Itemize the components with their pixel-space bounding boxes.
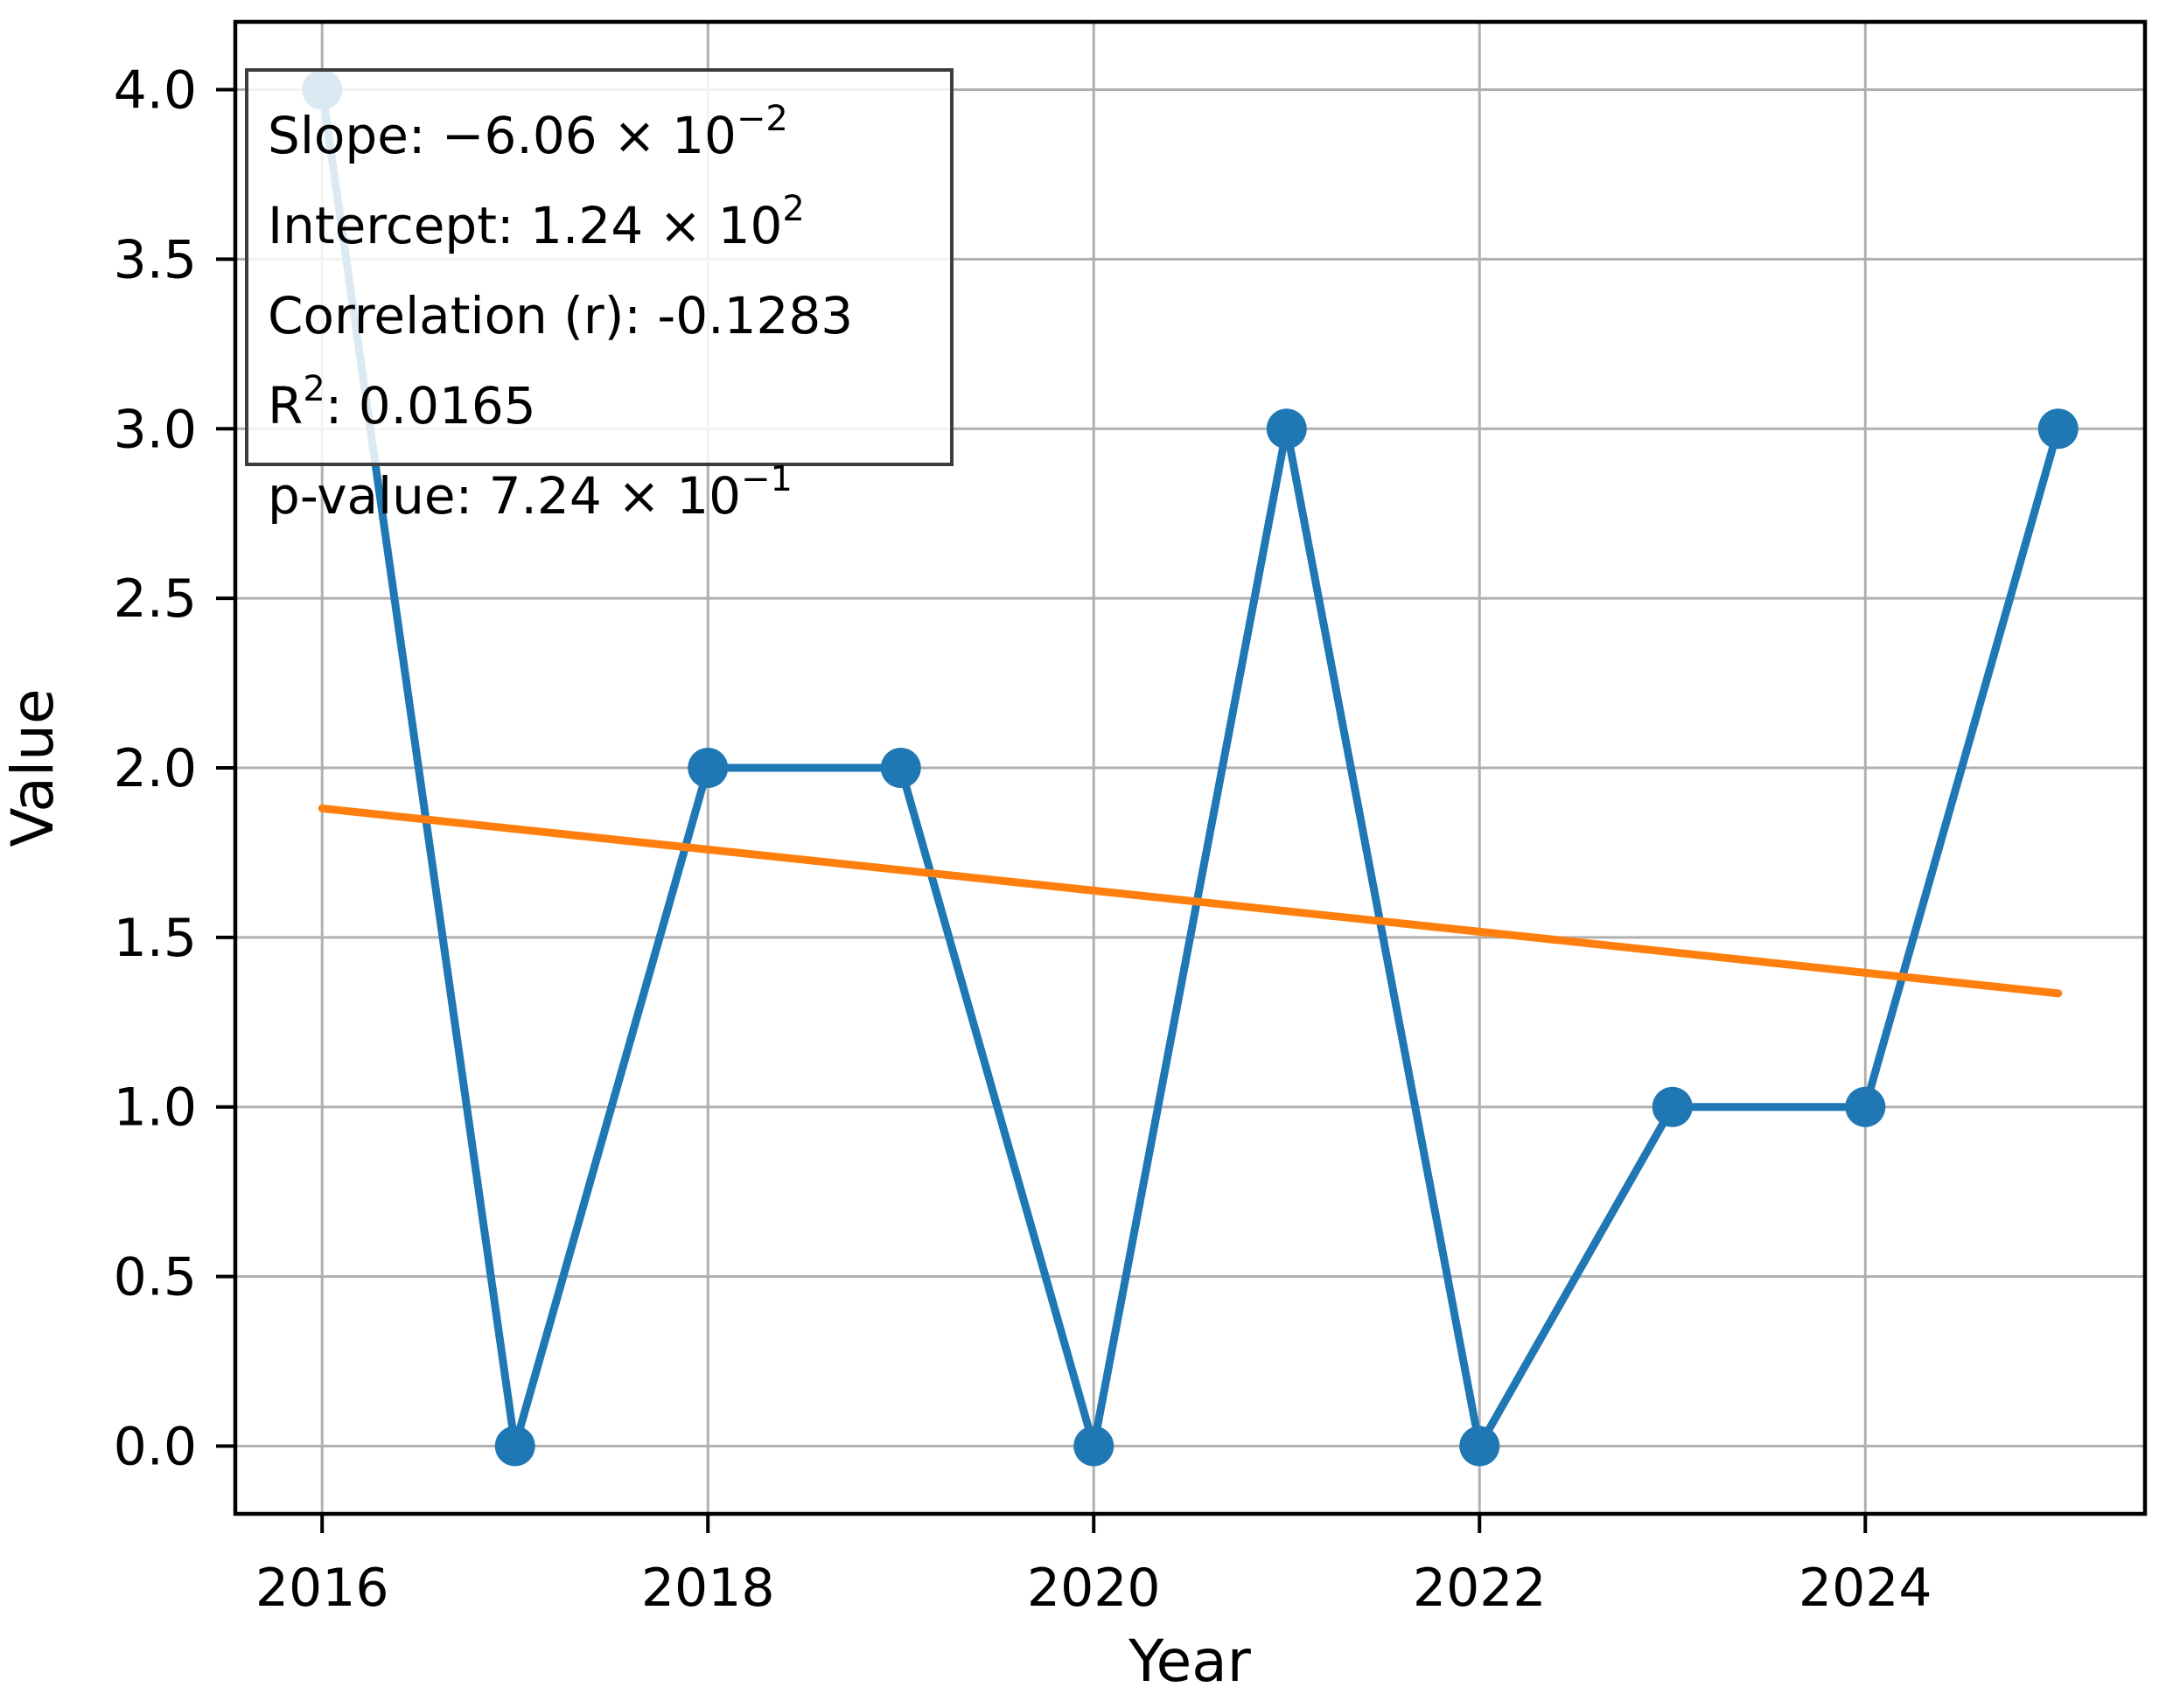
y-tick-label: 3.0 [114,399,197,460]
data-point-marker [688,748,729,788]
y-tick-label: 0.0 [114,1416,197,1477]
stats-line-intercept: Intercept: 1.24 × 102 [268,189,805,255]
stats-line-slope: Slope: −6.06 × 10−2 [268,99,788,165]
data-point-marker [2037,408,2079,450]
trend-line [318,804,2063,998]
y-tick-label: 2.5 [114,568,197,630]
stats-line-r-squared: R2: 0.0165 [268,369,536,436]
regression-line [318,804,2063,998]
y-tick-label: 3.5 [114,229,197,290]
data-point-marker [1459,1426,1500,1467]
x-tick-label: 2016 [255,1558,389,1619]
data-point-marker [880,748,921,788]
x-axis-label: Year [1128,1628,1252,1695]
y-tick-label: 2.0 [114,738,197,799]
y-tick-label: 0.5 [114,1247,197,1308]
x-tick-label: 2024 [1799,1558,1932,1619]
data-point-marker [1073,1426,1114,1467]
x-tick-label: 2022 [1413,1558,1547,1619]
y-axis-label: Value [0,688,66,847]
x-axis-ticks: 2016 2018 2020 2022 2024 [255,1514,1932,1619]
y-tick-label: 1.0 [114,1077,197,1139]
y-axis-ticks: 0.0 0.5 1.0 1.5 2.0 2.5 3.0 3.5 4.0 [114,60,235,1477]
stats-line-correlation: Correlation (r): -0.1283 [268,286,854,345]
x-tick-label: 2020 [1027,1558,1161,1619]
y-tick-label: 1.5 [114,908,197,969]
data-point-marker [494,1426,535,1467]
data-point-marker [1845,1086,1886,1127]
stats-line-p-value: p-value: 7.24 × 10−1 [268,459,793,526]
x-tick-label: 2018 [641,1558,775,1619]
data-point-marker [1266,408,1307,450]
regression-stats-box: Slope: −6.06 × 10−2 Intercept: 1.24 × 10… [245,68,954,526]
series-line [318,86,2063,1450]
y-tick-label: 4.0 [114,60,197,122]
data-point-marker [1652,1086,1693,1127]
data-series-line [302,69,2079,1467]
